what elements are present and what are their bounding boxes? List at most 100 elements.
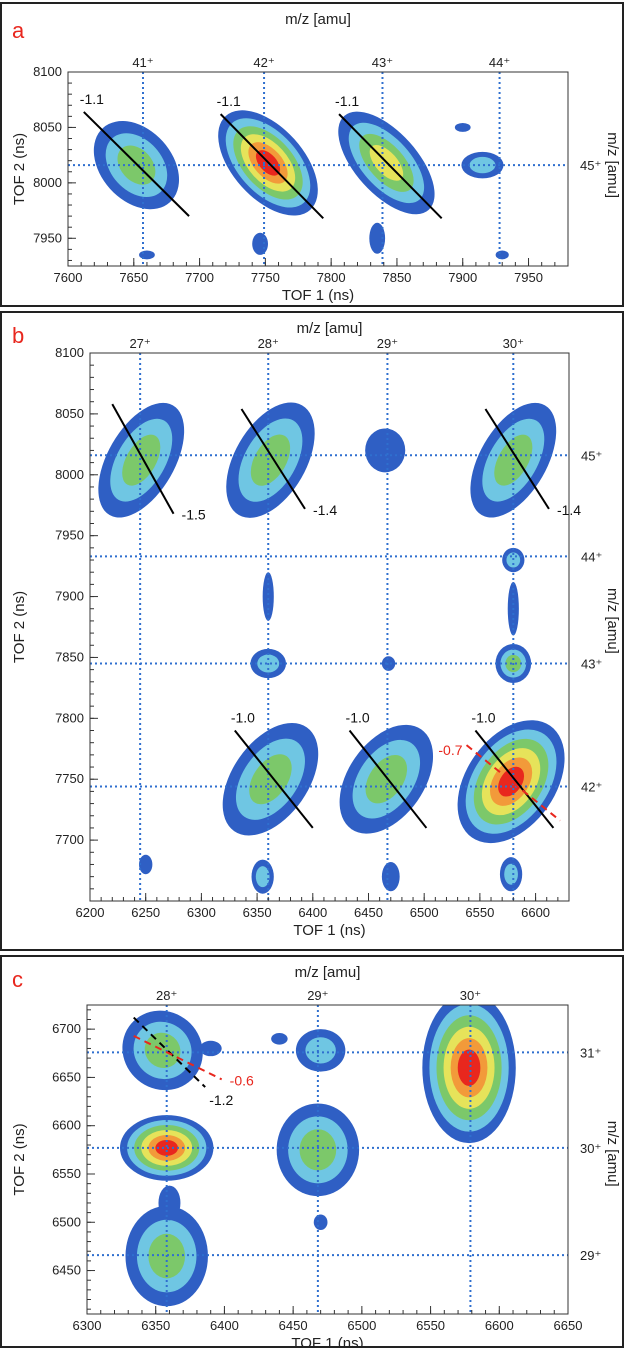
contour-level bbox=[457, 1049, 481, 1087]
contour-island bbox=[139, 250, 155, 260]
fit-line bbox=[465, 744, 561, 822]
x-tick-label: 7700 bbox=[185, 270, 214, 285]
contour-level bbox=[144, 1032, 181, 1069]
x-tick-label: 6600 bbox=[521, 905, 550, 920]
plot-frame bbox=[86, 1004, 569, 1315]
x-tick-label: 7800 bbox=[317, 270, 346, 285]
y-tick-label: 8000 bbox=[55, 467, 84, 482]
y-tick-label: 8100 bbox=[33, 64, 62, 79]
slope-label: -0.7 bbox=[438, 742, 462, 758]
x-tick-label: 7850 bbox=[382, 270, 411, 285]
x-tick-label: 6550 bbox=[416, 1318, 445, 1333]
contour-level bbox=[250, 434, 291, 486]
contour-level bbox=[454, 122, 471, 132]
plot-frame bbox=[89, 352, 570, 902]
contour-level bbox=[469, 156, 496, 174]
contour-islands bbox=[93, 110, 509, 260]
x-tick-label: 6600 bbox=[485, 1318, 514, 1333]
x-tick-label: 6450 bbox=[354, 905, 383, 920]
y-axis-label: TOF 2 (ns) bbox=[11, 1123, 28, 1195]
x-tick-label: 6550 bbox=[465, 905, 494, 920]
contour-level bbox=[271, 1033, 288, 1045]
y-tick-label: 7950 bbox=[55, 528, 84, 543]
contour-level bbox=[381, 656, 396, 671]
contour-island bbox=[139, 854, 153, 875]
right-tick-label: 43⁺ bbox=[581, 657, 602, 672]
contour-level bbox=[381, 862, 400, 892]
x-axis-label: TOF 1 (ns) bbox=[293, 922, 365, 939]
y-tick-label: 6500 bbox=[52, 1214, 81, 1229]
top-tick-label: 41⁺ bbox=[132, 55, 153, 70]
contour-level bbox=[262, 572, 274, 621]
contour-island bbox=[271, 1033, 288, 1045]
right-axis-label: m/z [amu] bbox=[604, 588, 621, 654]
contour-level bbox=[255, 866, 270, 888]
top-tick-label: 27⁺ bbox=[129, 336, 150, 351]
panel-label: b bbox=[12, 323, 24, 348]
contour-island bbox=[422, 1005, 516, 1144]
fit-line bbox=[133, 1016, 206, 1088]
right-tick-label: 45⁺ bbox=[580, 158, 601, 173]
contour-island bbox=[252, 232, 268, 255]
contour-island bbox=[365, 428, 406, 473]
slope-label: -1.5 bbox=[182, 507, 206, 523]
y-tick-label: 7950 bbox=[33, 230, 62, 245]
y-tick-label: 7750 bbox=[55, 771, 84, 786]
x-tick-label: 6650 bbox=[554, 1318, 583, 1333]
contour-island bbox=[276, 1103, 360, 1197]
fit-line bbox=[83, 111, 190, 217]
contour-island bbox=[461, 151, 504, 179]
x-tick-label: 7650 bbox=[119, 270, 148, 285]
top-axis-label: m/z [amu] bbox=[297, 320, 363, 337]
slope-label: -1.1 bbox=[80, 91, 104, 107]
fit-line bbox=[234, 729, 314, 829]
fit-line bbox=[338, 113, 443, 220]
y-axis-label: TOF 2 (ns) bbox=[11, 133, 28, 205]
x-tick-label: 6250 bbox=[131, 905, 160, 920]
top-tick-label: 30⁺ bbox=[503, 336, 524, 351]
top-axis-label: m/z [amu] bbox=[285, 11, 351, 28]
top-tick-label: 29⁺ bbox=[307, 988, 328, 1003]
fit-line bbox=[484, 408, 550, 510]
panel-c: c m/z [amu] 28⁺ 29⁺ 30⁺ 31⁺ 30⁺ 29⁺ m/z [amu] -1.… bbox=[0, 955, 624, 1348]
contour-island bbox=[251, 859, 274, 894]
contour-level bbox=[155, 1139, 179, 1156]
x-tick-label: 7950 bbox=[514, 270, 543, 285]
contour-level bbox=[504, 863, 518, 885]
contour-island bbox=[158, 1185, 181, 1221]
y-tick-label: 7800 bbox=[55, 710, 84, 725]
contour-level bbox=[498, 766, 525, 797]
slope-label: -1.0 bbox=[346, 710, 370, 726]
fit-line bbox=[474, 729, 555, 829]
x-tick-label: 6300 bbox=[73, 1318, 102, 1333]
contour-level bbox=[305, 1037, 336, 1064]
y-tick-label: 6700 bbox=[52, 1021, 81, 1036]
slope-label: -1.0 bbox=[231, 710, 255, 726]
y-axis-label: TOF 2 (ns) bbox=[11, 591, 28, 663]
x-axis-label: TOF 1 (ns) bbox=[291, 1335, 363, 1346]
x-tick-label: 6300 bbox=[187, 905, 216, 920]
y-tick-label: 6550 bbox=[52, 1166, 81, 1181]
contour-island bbox=[313, 1214, 328, 1230]
contour-level bbox=[313, 1214, 328, 1230]
y-tick-label: 7900 bbox=[55, 589, 84, 604]
x-tick-label: 6500 bbox=[347, 1318, 376, 1333]
contour-island bbox=[381, 862, 400, 892]
contour-level bbox=[158, 1185, 181, 1221]
contour-islands bbox=[119, 1005, 516, 1307]
x-axis-label: TOF 1 (ns) bbox=[282, 287, 354, 304]
contour-island bbox=[454, 122, 471, 132]
contour-level bbox=[369, 222, 386, 254]
x-tick-label: 7750 bbox=[251, 270, 280, 285]
x-tick-label: 7600 bbox=[54, 270, 83, 285]
top-axis-label: m/z [amu] bbox=[295, 964, 361, 981]
contour-island bbox=[119, 1115, 214, 1181]
fit-line bbox=[219, 113, 324, 220]
y-tick-label: 7850 bbox=[55, 649, 84, 664]
panel-label: c bbox=[12, 967, 23, 992]
contour-level bbox=[252, 232, 268, 255]
contour-level bbox=[365, 428, 406, 473]
contour-island bbox=[369, 222, 386, 254]
contour-level bbox=[199, 1040, 222, 1057]
contour-island bbox=[98, 402, 185, 518]
